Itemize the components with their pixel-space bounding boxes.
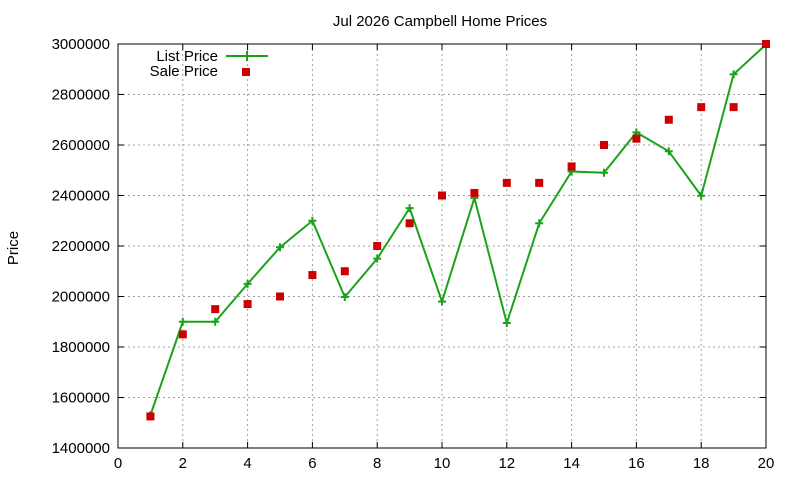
sale-price-point — [632, 134, 641, 143]
list-price-point — [405, 204, 414, 213]
y-tick-label: 1800000 — [52, 339, 110, 356]
list-price-line — [149, 43, 767, 416]
sale-price-point — [664, 115, 673, 124]
x-tick-label: 18 — [693, 455, 710, 472]
x-tick-label: 20 — [758, 455, 775, 472]
sale-price-point — [470, 188, 479, 197]
y-tick-label: 3000000 — [52, 36, 110, 53]
x-tick-label: 16 — [628, 455, 645, 472]
x-axis: 0 2 4 6 8 10 12 14 16 18 20 — [114, 44, 775, 472]
x-tick-label: 8 — [373, 455, 381, 472]
sale-price-point — [178, 330, 187, 339]
y-tick-label: 1400000 — [52, 440, 110, 457]
list-price-point — [664, 147, 673, 156]
y-tick-label: 2800000 — [52, 87, 110, 104]
chart-title: Jul 2026 Campbell Home Prices — [333, 13, 547, 30]
sale-price-point — [762, 40, 770, 48]
list-price-point — [729, 70, 738, 79]
y-axis: 1400000 1600000 1800000 2000000 2200000 24000… — [52, 36, 766, 457]
x-tick-label: 4 — [243, 455, 251, 472]
legend-marker-sale-price — [242, 68, 250, 76]
list-price-point — [373, 254, 382, 263]
y-tick-label: 2000000 — [52, 289, 110, 306]
sale-price-point — [146, 412, 155, 421]
x-tick-label: 2 — [179, 455, 187, 472]
x-tick-label: 10 — [434, 455, 451, 472]
legend-marker-list-price — [242, 51, 252, 61]
legend: List Price Sale Price — [150, 48, 268, 80]
sale-price-point — [243, 300, 252, 309]
list-price-point — [697, 191, 706, 200]
list-price-point — [600, 168, 608, 177]
y-tick-label: 2400000 — [52, 188, 110, 205]
x-tick-label: 12 — [498, 455, 515, 472]
list-price-point — [211, 317, 220, 326]
legend-label-list-price: List Price — [156, 48, 218, 65]
sale-price-point — [276, 292, 284, 301]
sale-price-point — [308, 271, 317, 280]
sale-price-point — [211, 305, 220, 314]
sale-price-point — [438, 191, 446, 200]
x-tick-label: 6 — [308, 455, 316, 472]
list-price-point — [276, 243, 284, 252]
x-tick-label: 0 — [114, 455, 122, 472]
sale-price-point — [567, 162, 576, 171]
list-price-point — [535, 219, 544, 228]
list-price-point — [308, 216, 317, 225]
list-price-point — [438, 297, 446, 306]
y-tick-label: 2600000 — [52, 137, 110, 154]
list-price-point — [502, 319, 511, 328]
legend-label-sale-price: Sale Price — [150, 63, 218, 80]
sale-price-point — [340, 267, 349, 276]
series-layer — [146, 40, 770, 421]
sale-price-point — [535, 178, 544, 187]
y-axis-label: Price — [5, 231, 22, 265]
x-tick-label: 14 — [563, 455, 580, 472]
y-tick-label: 1600000 — [52, 390, 110, 407]
sale-price-point — [373, 242, 382, 250]
list-price-point — [340, 293, 349, 302]
sale-price-point — [697, 103, 706, 112]
sale-price-point — [502, 178, 511, 187]
sale-price-point — [600, 141, 608, 149]
list-price-point — [243, 279, 252, 288]
sale-price-point — [729, 103, 738, 112]
y-tick-label: 2200000 — [52, 238, 110, 255]
sale-price-point — [405, 219, 414, 228]
list-price-point — [178, 317, 187, 326]
